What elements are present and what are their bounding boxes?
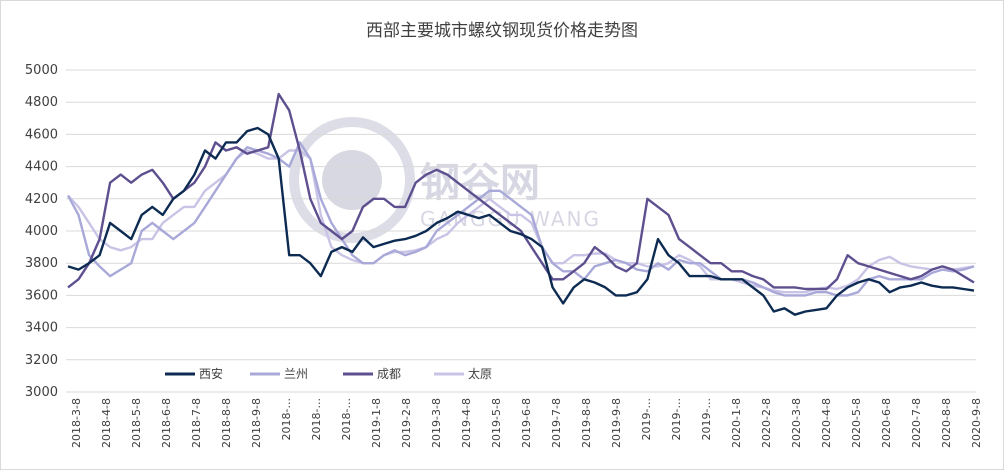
y-tick-label: 3800 bbox=[25, 256, 58, 271]
x-tick-label: 2018-4-8 bbox=[100, 398, 113, 448]
x-tick-label: 2018-7-8 bbox=[190, 398, 203, 448]
x-tick-label: 2019-... bbox=[670, 398, 683, 440]
y-tick-label: 3600 bbox=[25, 288, 58, 303]
y-tick-label: 3400 bbox=[25, 321, 58, 336]
x-tick-label: 2020-3-8 bbox=[790, 398, 803, 448]
x-tick-label: 2020-1-8 bbox=[730, 398, 743, 448]
x-tick-label: 2020-8-8 bbox=[940, 398, 953, 448]
y-tick-label: 3200 bbox=[25, 353, 58, 368]
x-tick-label: 2019-8-8 bbox=[580, 398, 593, 448]
x-tick-label: 2018-... bbox=[310, 398, 323, 440]
series-line-2 bbox=[67, 92, 975, 291]
y-tick-label: 4400 bbox=[25, 160, 58, 175]
grid-lines bbox=[66, 69, 976, 393]
chart-title: 西部主要城市螺纹钢现货价格走势图 bbox=[366, 21, 638, 41]
x-tick-label: 2020-5-8 bbox=[850, 398, 863, 448]
y-tick-label: 5000 bbox=[25, 63, 58, 78]
x-tick-label: 2020-4-8 bbox=[820, 398, 833, 448]
x-tick-label: 2019-2-8 bbox=[400, 398, 413, 448]
x-tick-label: 2019-1-8 bbox=[370, 398, 383, 448]
legend-label: 兰州 bbox=[284, 367, 308, 381]
x-tick-label: 2019-3-8 bbox=[430, 398, 443, 448]
x-tick-label: 2019-7-8 bbox=[550, 398, 563, 448]
x-tick-label: 2019-4-8 bbox=[460, 398, 473, 448]
series-line-1 bbox=[66, 141, 975, 297]
watermark-subtext: GANGGU WANG bbox=[420, 207, 601, 231]
x-tick-label: 2019-... bbox=[700, 398, 713, 440]
x-tick-label: 2018-6-8 bbox=[160, 398, 173, 448]
x-tick-label: 2018-3-8 bbox=[70, 398, 83, 448]
x-tick-label: 2019-9-8 bbox=[610, 398, 623, 448]
x-tick-label: 2019-5-8 bbox=[490, 398, 503, 448]
x-tick-label: 2020-9-8 bbox=[970, 398, 983, 448]
x-tick-label: 2018-8-8 bbox=[220, 398, 233, 448]
y-tick-label: 4000 bbox=[25, 224, 58, 239]
x-tick-label: 2018-5-8 bbox=[130, 398, 143, 448]
y-tick-label: 4200 bbox=[25, 192, 58, 207]
x-tick-label: 2018-9-8 bbox=[250, 398, 263, 448]
legend-label: 西安 bbox=[199, 366, 223, 381]
x-tick-label: 2020-6-8 bbox=[880, 398, 893, 448]
legend-label: 太原 bbox=[468, 366, 492, 381]
x-tick-label: 2018-... bbox=[280, 398, 293, 440]
y-axis-ticks: 5000 4800 4600 4400 4200 4000 3800 3600 3400 3200… bbox=[25, 63, 58, 400]
watermark-logo-core bbox=[322, 150, 382, 210]
series-line-0 bbox=[67, 126, 975, 316]
legend-label: 成都 bbox=[377, 367, 401, 381]
x-axis-ticks: 2018-3-8 2018-4-8 2018-5-8 2018-6-8 2018-7-8… bbox=[70, 398, 983, 448]
x-tick-label: 2020-7-8 bbox=[910, 398, 923, 448]
x-tick-label: 2020-2-8 bbox=[760, 398, 773, 448]
x-tick-label: 2019-... bbox=[640, 398, 653, 440]
y-tick-label: 4800 bbox=[25, 95, 58, 110]
watermark-logo-ring bbox=[289, 117, 415, 243]
series-lines bbox=[66, 92, 975, 316]
legend: 西安 兰州 成都 太原 bbox=[165, 366, 492, 381]
x-tick-label: 2019-6-8 bbox=[520, 398, 533, 448]
x-tick-label: 2018-... bbox=[340, 398, 353, 440]
y-tick-label: 3000 bbox=[25, 385, 58, 400]
y-tick-label: 4600 bbox=[25, 127, 58, 142]
